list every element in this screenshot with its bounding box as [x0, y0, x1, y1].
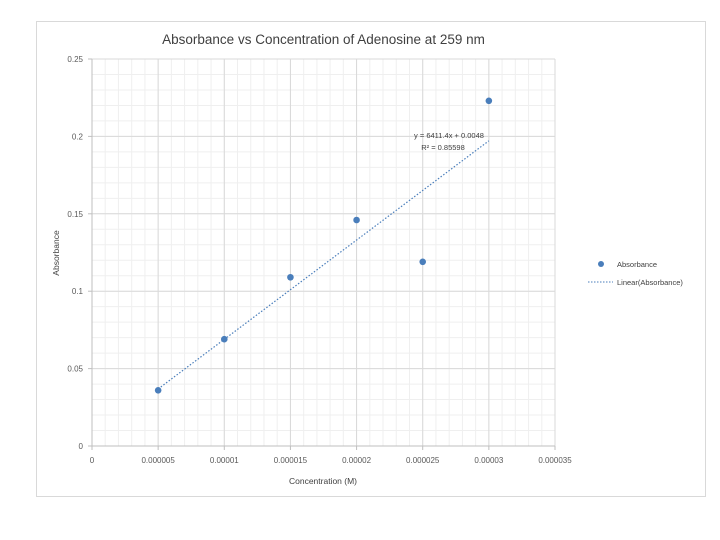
y-axis-ticks: 0 0.05 0.1 0.15 0.2 0.25 [67, 55, 92, 451]
y-tick-label: 0.2 [72, 132, 84, 141]
legend-marker-icon [598, 261, 604, 267]
x-tick-label: 0.00003 [474, 456, 503, 465]
x-tick-label: 0.000035 [538, 456, 572, 465]
data-points [154, 97, 493, 394]
data-point [287, 273, 294, 281]
y-tick-label: 0 [79, 442, 84, 451]
minor-gridlines [91, 58, 556, 447]
axes [91, 59, 555, 447]
legend-item-linear: Linear(Absorbance) [617, 278, 683, 287]
legend: Absorbance Linear(Absorbance) [588, 260, 683, 287]
x-tick-label: 0.000005 [141, 456, 175, 465]
trendline-equation: y = 6411.4x + 0.0048 [414, 131, 484, 140]
x-axis-ticks: 0 0.000005 0.00001 0.000015 0.00002 0.000025 0… [90, 446, 572, 465]
data-point [220, 335, 228, 343]
y-tick-label: 0.1 [72, 287, 84, 296]
data-point [485, 97, 493, 105]
y-axis-title: Absorbance [51, 230, 61, 276]
trendline [157, 140, 490, 390]
data-point [353, 216, 360, 224]
x-tick-label: 0.00002 [342, 456, 371, 465]
x-axis-title: Concentration (M) [289, 476, 357, 486]
chart-frame [36, 21, 706, 497]
y-tick-label: 0.05 [67, 365, 83, 374]
y-tick-label: 0.25 [67, 55, 83, 64]
legend-item-absorbance: Absorbance [617, 260, 657, 269]
x-tick-label: 0 [90, 456, 95, 465]
data-point [419, 258, 427, 266]
trendline-r-squared: R² = 0.85598 [421, 143, 465, 152]
chart-title: Absorbance vs Concentration of Adenosine… [162, 32, 485, 47]
major-gridlines [91, 58, 556, 447]
x-tick-label: 0.00001 [210, 456, 239, 465]
x-tick-label: 0.000015 [274, 456, 308, 465]
data-point [154, 386, 162, 394]
y-tick-label: 0.15 [67, 210, 83, 219]
x-tick-label: 0.000025 [406, 456, 440, 465]
